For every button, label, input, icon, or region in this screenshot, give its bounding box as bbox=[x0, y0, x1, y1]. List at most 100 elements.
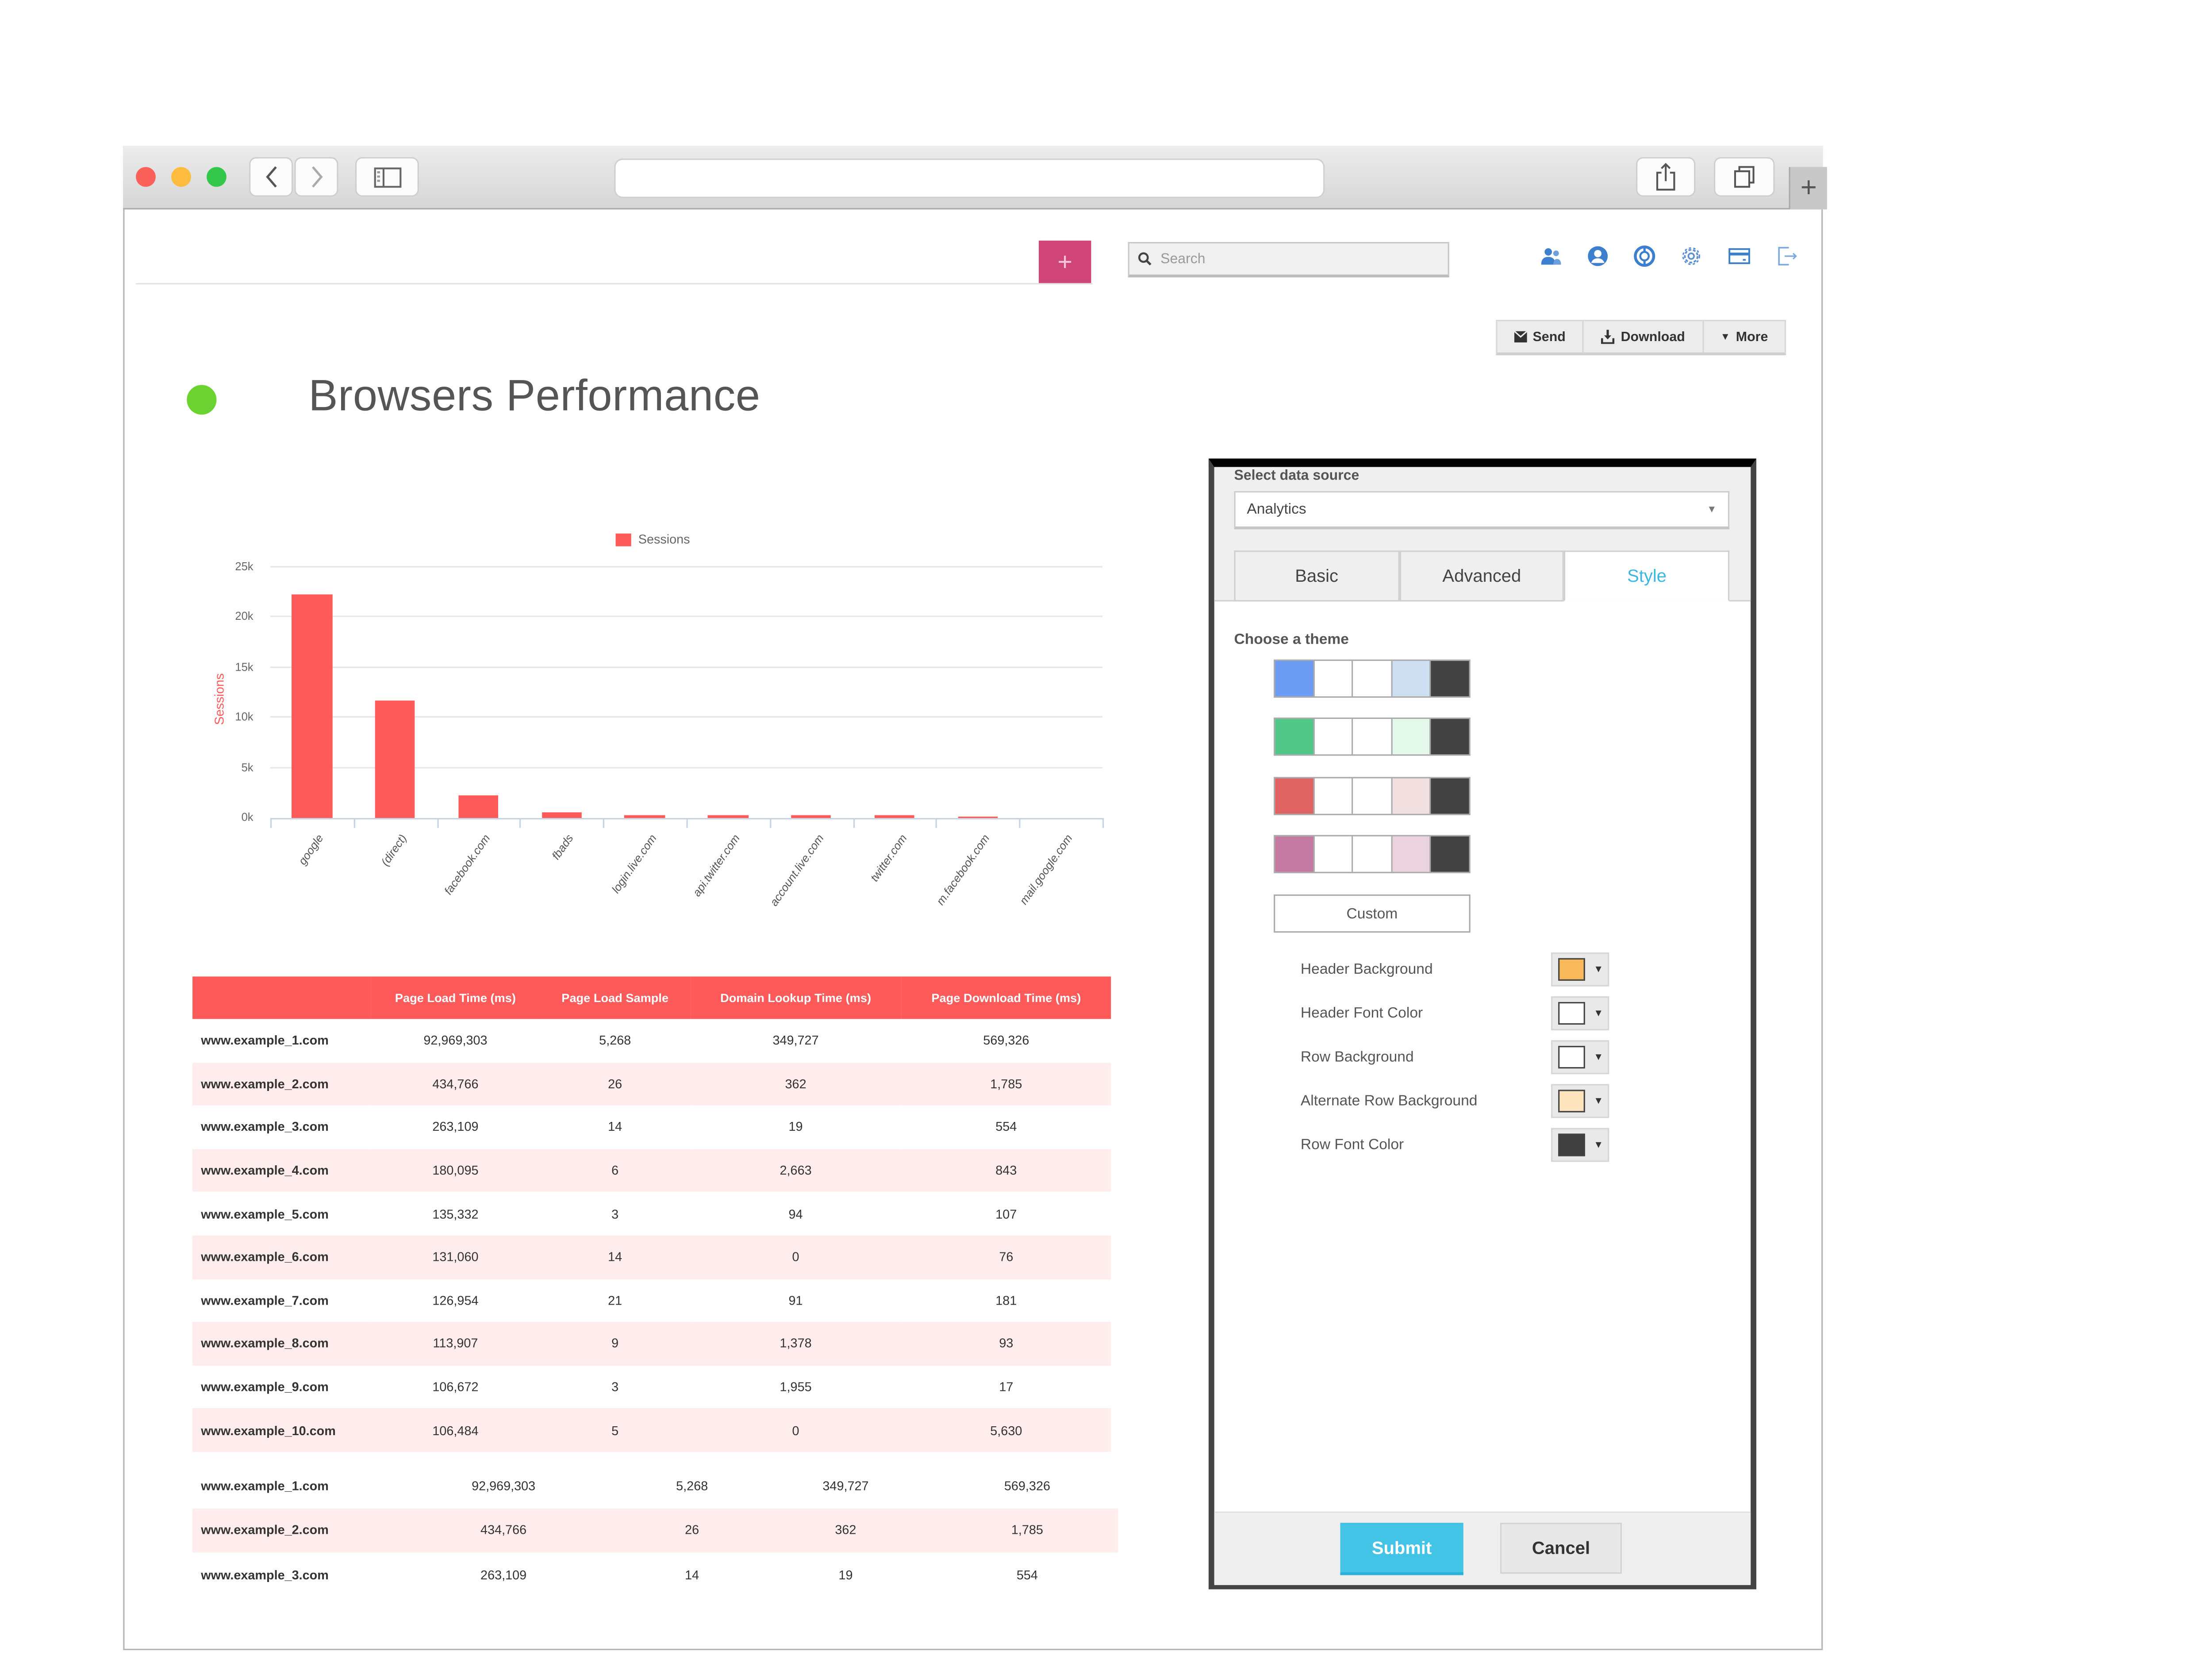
tabs-icon bbox=[1733, 166, 1754, 188]
tab-advanced[interactable]: Advanced bbox=[1399, 550, 1564, 602]
custom-theme-button[interactable]: Custom bbox=[1274, 894, 1471, 933]
share-icon bbox=[1656, 163, 1675, 191]
x-tick-mark bbox=[353, 818, 355, 828]
y-tick: 5k bbox=[241, 761, 253, 774]
chart-bar[interactable] bbox=[957, 816, 998, 818]
color-picker[interactable]: ▼ bbox=[1551, 1040, 1609, 1075]
send-button[interactable]: Send bbox=[1498, 321, 1584, 353]
x-tick-mark bbox=[769, 818, 771, 828]
theme-color-swatch bbox=[1314, 719, 1353, 755]
theme-color-swatch bbox=[1275, 836, 1314, 872]
column-header[interactable]: Page Download Time (ms) bbox=[901, 976, 1111, 1019]
chart-bar[interactable] bbox=[625, 814, 665, 818]
table-row[interactable]: www.example_4.com 180,095 6 2,663 843 bbox=[192, 1148, 1111, 1192]
help-lifebuoy-icon[interactable] bbox=[1633, 245, 1656, 267]
gridline bbox=[270, 615, 1103, 617]
show-tabs-button[interactable] bbox=[1713, 157, 1775, 197]
column-header[interactable]: Domain Lookup Time (ms) bbox=[690, 976, 902, 1019]
chart-bar[interactable] bbox=[458, 795, 499, 818]
table-row[interactable]: www.example_1.com 92,969,303 5,268 349,727 5… bbox=[192, 1019, 1111, 1062]
minimize-window-button[interactable] bbox=[171, 167, 191, 187]
table-cell: 843 bbox=[901, 1148, 1111, 1192]
table-cell: 92,969,303 bbox=[423, 1033, 488, 1048]
color-picker[interactable]: ▼ bbox=[1551, 996, 1609, 1030]
table-cell: 5 bbox=[540, 1409, 690, 1452]
table-row[interactable]: www.example_3.com 263,109 14 19 554 bbox=[192, 1106, 1111, 1149]
user-profile-icon[interactable] bbox=[1586, 245, 1609, 267]
chart-bar[interactable] bbox=[708, 815, 748, 818]
gear-icon[interactable] bbox=[1680, 245, 1702, 267]
table-row[interactable]: www.example_10.com 106,484 5 0 5,630 bbox=[192, 1409, 1111, 1452]
table-row[interactable]: www.example_6.com 131,060 14 0 76 bbox=[192, 1235, 1111, 1279]
cancel-button[interactable]: Cancel bbox=[1500, 1523, 1622, 1574]
table-row[interactable]: www.example_3.com 263,109 14 19 554 bbox=[192, 1552, 1118, 1597]
theme-color-swatch bbox=[1275, 778, 1314, 814]
chart-bar[interactable] bbox=[292, 594, 332, 818]
theme-option-4[interactable] bbox=[1274, 835, 1471, 873]
table-row[interactable]: www.example_7.com 126,954 21 91 181 bbox=[192, 1279, 1111, 1322]
address-bar[interactable] bbox=[614, 158, 1325, 198]
color-picker[interactable]: ▼ bbox=[1551, 952, 1609, 987]
close-window-button[interactable] bbox=[136, 167, 156, 187]
column-header[interactable]: Page Load Time (ms) bbox=[371, 976, 540, 1019]
tab-basic[interactable]: Basic bbox=[1234, 550, 1399, 602]
chart-bar[interactable] bbox=[874, 815, 914, 818]
table-row[interactable]: www.example_2.com 434,766 26 362 1,785 bbox=[192, 1508, 1118, 1553]
color-picker[interactable]: ▼ bbox=[1551, 1128, 1609, 1162]
chart-legend[interactable]: Sessions bbox=[615, 532, 690, 546]
table-cell: 569,326 bbox=[1004, 1479, 1051, 1493]
sidebar-toggle-button[interactable] bbox=[355, 157, 419, 197]
data-source-select[interactable]: Analytics ▼ bbox=[1234, 491, 1730, 530]
chevron-left-icon bbox=[265, 166, 276, 188]
add-button[interactable]: + bbox=[1039, 240, 1091, 283]
table-row[interactable]: www.example_1.com 92,969,303 5,268 349,727 5… bbox=[192, 1463, 1118, 1508]
tab-style[interactable]: Style bbox=[1564, 550, 1730, 602]
users-icon[interactable] bbox=[1540, 245, 1563, 267]
new-tab-button[interactable]: + bbox=[1789, 167, 1827, 210]
table-cell: 3 bbox=[611, 1380, 619, 1394]
chart-bar[interactable] bbox=[541, 812, 582, 818]
row-domain: www.example_3.com bbox=[201, 1567, 329, 1582]
gridline bbox=[270, 566, 1103, 568]
table-cell: 14 bbox=[685, 1567, 699, 1582]
sidebar-icon bbox=[373, 167, 401, 187]
back-button[interactable] bbox=[249, 157, 293, 197]
column-header[interactable] bbox=[192, 976, 371, 1019]
chart-bar[interactable] bbox=[791, 815, 831, 818]
table-row[interactable]: www.example_2.com 434,766 26 362 1,785 bbox=[192, 1062, 1111, 1106]
row-domain: www.example_5.com bbox=[201, 1206, 329, 1221]
theme-option-2[interactable] bbox=[1274, 717, 1471, 756]
submit-button[interactable]: Submit bbox=[1340, 1523, 1463, 1575]
theme-option-1[interactable] bbox=[1274, 659, 1471, 698]
theme-color-swatch bbox=[1431, 778, 1469, 814]
theme-option-3[interactable] bbox=[1274, 777, 1471, 815]
forward-button[interactable] bbox=[294, 157, 338, 197]
table-cell: 92,969,303 bbox=[472, 1479, 536, 1493]
theme-color-swatch bbox=[1314, 778, 1353, 814]
table-cell: 76 bbox=[901, 1235, 1111, 1279]
color-picker[interactable]: ▼ bbox=[1551, 1084, 1609, 1118]
download-button[interactable]: Download bbox=[1584, 321, 1704, 353]
color-swatch bbox=[1558, 1090, 1585, 1113]
chevron-down-icon: ▼ bbox=[1707, 504, 1717, 515]
theme-color-swatch bbox=[1353, 836, 1393, 872]
x-tick-mark bbox=[603, 818, 605, 828]
color-swatch bbox=[1558, 958, 1585, 981]
more-menu-button[interactable]: ▼ More bbox=[1703, 321, 1785, 352]
chevron-down-icon: ▼ bbox=[1594, 1096, 1604, 1106]
logout-icon[interactable] bbox=[1775, 245, 1797, 267]
y-tick: 15k bbox=[235, 661, 253, 674]
maximize-window-button[interactable] bbox=[207, 167, 227, 187]
share-button[interactable] bbox=[1636, 157, 1696, 197]
search-input[interactable] bbox=[1157, 250, 1418, 269]
column-header[interactable]: Page Load Sample bbox=[540, 976, 690, 1019]
x-tick-mark bbox=[1102, 818, 1104, 828]
table-cell: 93 bbox=[901, 1322, 1111, 1366]
table-row[interactable]: www.example_5.com 135,332 3 94 107 bbox=[192, 1192, 1111, 1236]
chart-bar[interactable] bbox=[375, 701, 415, 818]
table-row[interactable]: www.example_9.com 106,672 3 1,955 17 bbox=[192, 1365, 1111, 1409]
table-row[interactable]: www.example_8.com 113,907 9 1,378 93 bbox=[192, 1322, 1111, 1366]
search-box[interactable] bbox=[1128, 242, 1449, 278]
billing-card-icon[interactable] bbox=[1728, 245, 1751, 267]
row-domain: www.example_2.com bbox=[192, 1508, 378, 1553]
